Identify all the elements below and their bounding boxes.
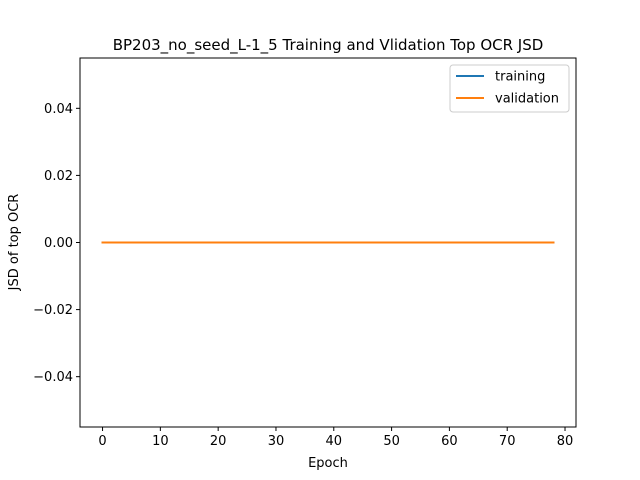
y-tick-label: −0.04	[33, 370, 73, 385]
y-tick-label: 0.00	[44, 236, 73, 251]
x-tick-label: 50	[383, 434, 400, 449]
legend-label-training: training	[495, 70, 545, 85]
x-tick-label: 60	[441, 434, 458, 449]
x-tick-label: 30	[268, 434, 285, 449]
x-axis-ticks: 0 10 20 30 40 50 60 70 80	[98, 427, 573, 449]
y-axis-ticks: −0.04 −0.02 0.00 0.02 0.04	[33, 102, 80, 385]
y-tick-label: 0.02	[44, 169, 73, 184]
x-tick-label: 70	[499, 434, 516, 449]
x-tick-label: 0	[98, 434, 106, 449]
legend: training validation	[449, 64, 570, 113]
y-tick-label: 0.04	[44, 102, 73, 117]
legend-items: training validation	[456, 70, 559, 107]
y-axis-label: JSD of top OCR	[7, 194, 22, 292]
x-axis-label: Epoch	[308, 456, 348, 471]
y-tick-label: −0.02	[33, 303, 73, 318]
x-tick-label: 20	[210, 434, 227, 449]
x-tick-label: 80	[557, 434, 574, 449]
x-tick-label: 10	[152, 434, 169, 449]
x-tick-label: 40	[326, 434, 343, 449]
chart-title: BP203_no_seed_L-1_5 Training and Vlidati…	[113, 36, 544, 55]
legend-label-validation: validation	[495, 92, 559, 107]
